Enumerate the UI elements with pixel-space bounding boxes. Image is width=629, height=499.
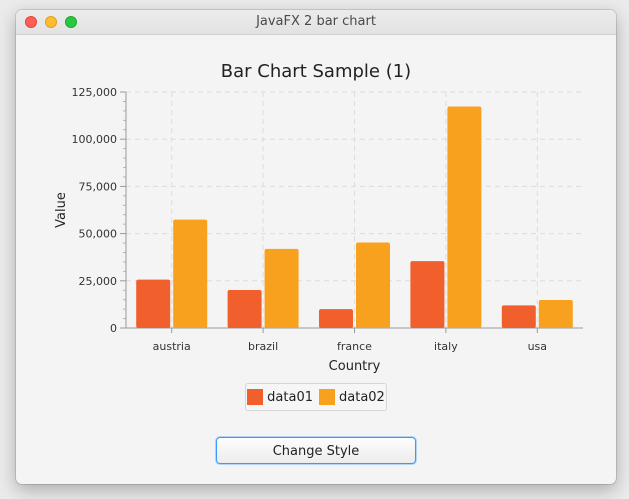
y-tick-label: 50,000 — [79, 228, 118, 241]
bar-data02-austria — [173, 219, 208, 328]
maximize-window-icon[interactable] — [65, 16, 77, 28]
x-tick-label: italy — [434, 340, 458, 353]
bar-data02-france — [356, 242, 390, 328]
y-tick-label: 75,000 — [79, 180, 118, 193]
chart-title: Bar Chart Sample (1) — [221, 61, 411, 82]
bar-data01-brazil — [227, 289, 262, 328]
app-window: JavaFX 2 bar chart Bar Chart Sample (1) 0… — [16, 10, 616, 484]
y-tick-label: 100,000 — [72, 133, 118, 146]
change-style-button[interactable]: Change Style — [216, 437, 416, 464]
legend-label-data01: data01 — [267, 389, 313, 405]
bar-data02-brazil — [264, 248, 299, 328]
x-tick-label: austria — [153, 340, 191, 353]
legend-swatch-data02 — [319, 389, 335, 405]
x-axis-label: Country — [329, 359, 381, 374]
legend-item-data02: data02 — [319, 389, 385, 405]
window-title: JavaFX 2 bar chart — [256, 14, 376, 29]
bar-data01-france — [319, 309, 353, 328]
chart-legend: data01 data02 — [245, 383, 387, 411]
minimize-window-icon[interactable] — [45, 16, 57, 28]
bar-data01-usa — [501, 305, 536, 328]
y-tick-label: 0 — [110, 322, 117, 335]
bar-data02-italy — [447, 106, 482, 328]
x-tick-label: brazil — [248, 340, 278, 353]
bar-chart: Bar Chart Sample (1) 0 25,000 50,000 75,000 1… — [54, 61, 583, 374]
legend-swatch-data01 — [247, 389, 264, 405]
close-window-icon[interactable] — [25, 16, 37, 28]
bar-data01-italy — [410, 261, 445, 328]
x-tick-label: france — [337, 340, 372, 353]
title-bar[interactable]: JavaFX 2 bar chart — [16, 10, 616, 35]
legend-item-data01: data01 — [247, 389, 313, 405]
legend-label-data02: data02 — [339, 389, 385, 405]
x-tick-label: usa — [528, 340, 547, 353]
y-tick-label: 125,000 — [72, 86, 118, 99]
y-tick-label: 25,000 — [79, 275, 118, 288]
bar-data01-austria — [136, 279, 171, 328]
y-axis-label: Value — [54, 192, 69, 228]
bar-data02-usa — [538, 299, 573, 328]
